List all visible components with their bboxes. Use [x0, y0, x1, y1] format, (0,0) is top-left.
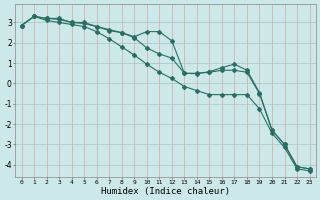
X-axis label: Humidex (Indice chaleur): Humidex (Indice chaleur)	[101, 187, 230, 196]
